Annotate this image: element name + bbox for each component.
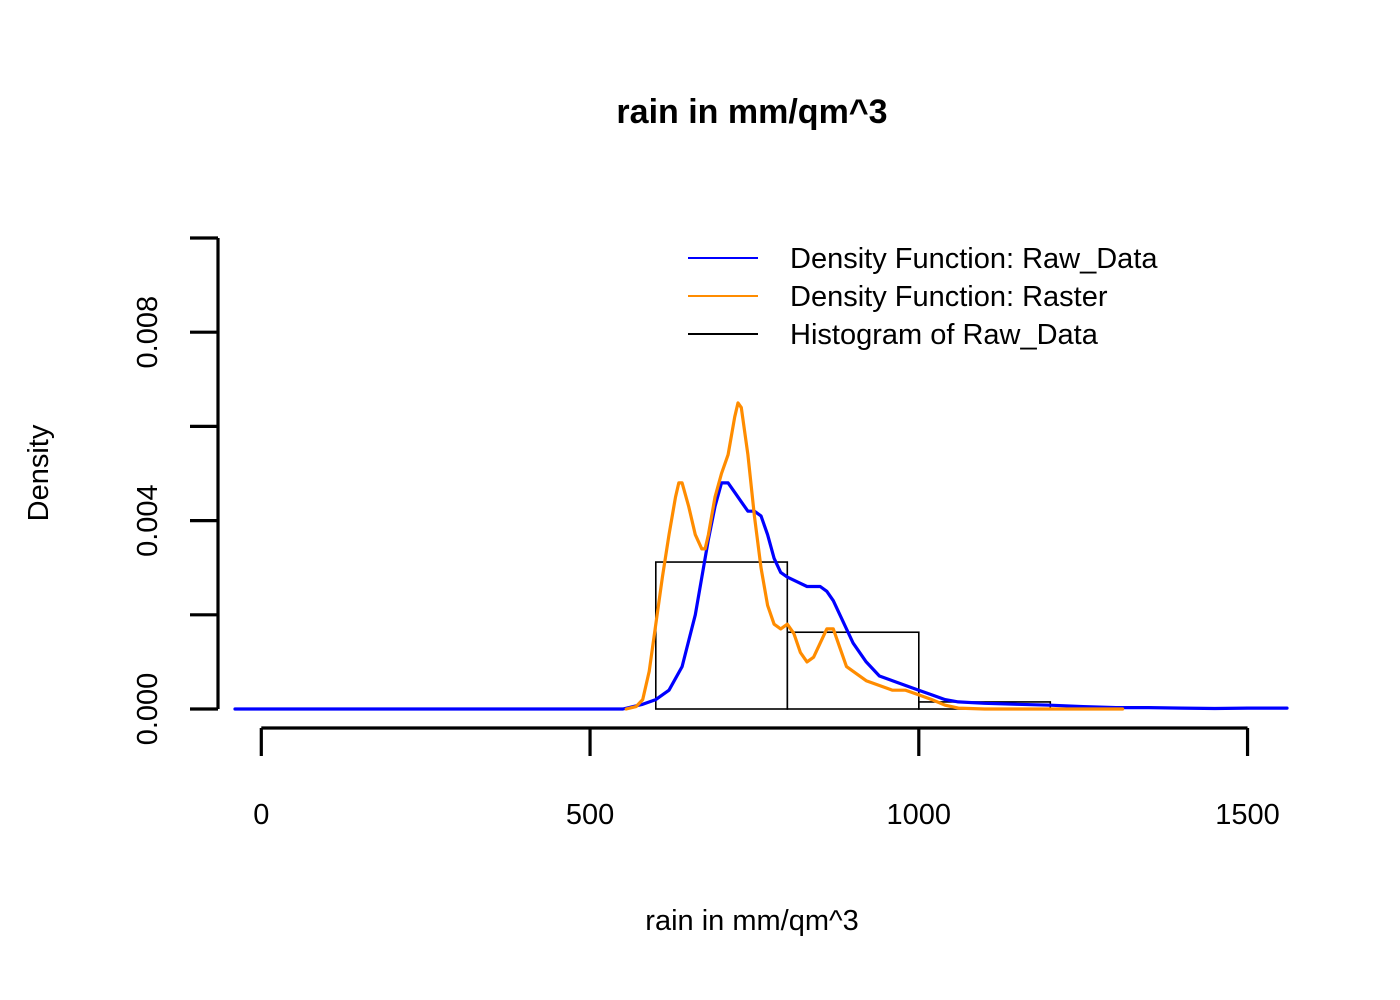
histogram-bar-0 <box>654 561 789 710</box>
x-tick-label-0: 0 <box>253 799 269 831</box>
x-tick-label-3: 1500 <box>1215 799 1280 831</box>
histogram-bar-1 <box>786 631 920 710</box>
histogram-layer <box>654 561 1052 710</box>
y-axis-label: Density <box>23 424 55 521</box>
x-tick-label-1: 500 <box>566 799 614 831</box>
legend-label-0: Density Function: Raw_Data <box>790 243 1158 275</box>
y-axis: 0.000 0.004 0.008 <box>132 236 220 746</box>
density-line-1 <box>624 401 1125 711</box>
legend-label-2: Histogram of Raw_Data <box>790 319 1099 351</box>
chart-title: rain in mm/qm^3 <box>616 93 887 131</box>
series-layer <box>233 401 1289 711</box>
legend: Density Function: Raw_Data Density Functi… <box>688 243 1158 351</box>
y-tick-label-4: 0.008 <box>132 296 164 369</box>
y-tick-label-2: 0.004 <box>132 484 164 557</box>
x-axis-label: rain in mm/qm^3 <box>645 905 858 937</box>
x-axis: 0 500 1000 1500 <box>253 726 1280 831</box>
x-tick-label-2: 1000 <box>887 799 952 831</box>
y-tick-label-0: 0.000 <box>132 673 164 746</box>
legend-label-1: Density Function: Raster <box>790 281 1108 313</box>
density-line-0 <box>233 481 1289 711</box>
